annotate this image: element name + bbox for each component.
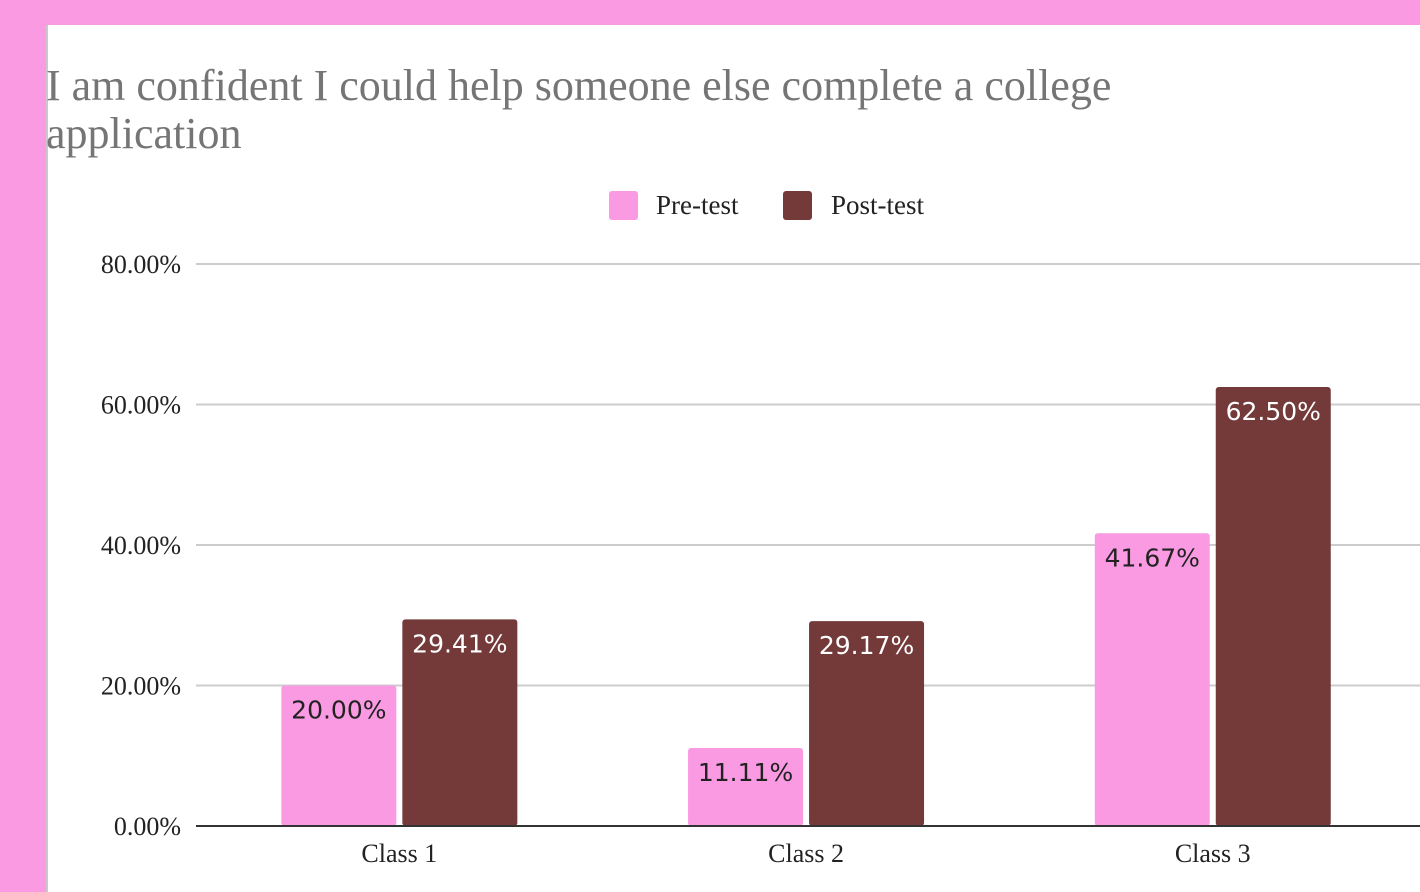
bars: 20.00% 29.41% 11.11% 29.17% 41.67% 62.50% [281,386,1331,826]
legend-label: Pre-test [656,190,739,220]
bar [809,621,925,826]
y-tick-label: 20.00% [101,672,181,701]
y-tick-label: 0.00% [114,812,181,841]
data-label: 20.00% [291,696,386,725]
x-axis: Class 1 Class 2 Class 3 [196,825,1420,868]
data-label: 11.11% [698,758,793,787]
x-tick-label: Class 1 [361,839,437,868]
legend-label: Post-test [831,190,925,220]
y-tick-label: 80.00% [101,250,181,279]
y-tick-label: 60.00% [101,391,181,420]
y-axis-tick-labels: 0.00% 20.00% 40.00% 60.00% 80.00% [101,250,181,841]
bar [1215,386,1331,826]
bar [402,619,518,826]
bar [688,747,804,826]
bar [1094,533,1210,826]
data-label: 62.50% [1226,397,1321,426]
legend-swatch [609,191,638,220]
data-label: 41.67% [1105,543,1200,572]
x-tick-label: Class 3 [1175,839,1251,868]
y-tick-label: 40.00% [101,531,181,560]
legend-swatch [783,191,812,220]
legend: Pre-test Post-test [609,190,925,220]
data-label: 29.17% [819,631,914,660]
x-tick-label: Class 2 [768,839,844,868]
data-label: 29.41% [412,629,507,658]
chart-title: I am confident I could help someone else… [46,61,1112,158]
bar [281,685,397,826]
